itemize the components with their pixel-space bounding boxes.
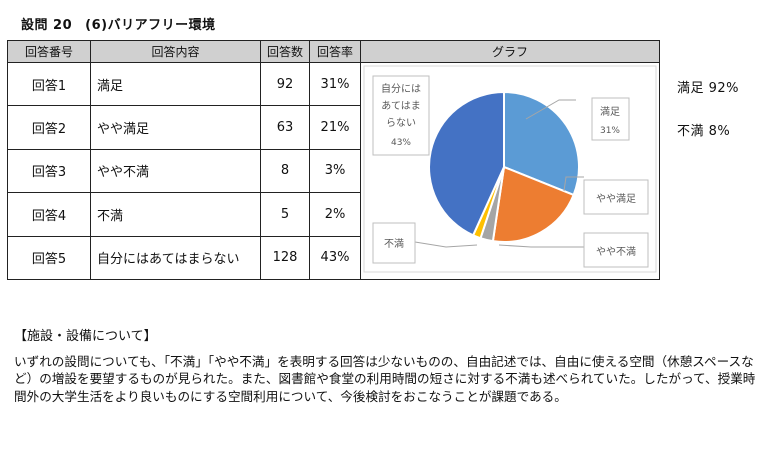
label-not-applicable: 自分には あてはま らない 43% [372,75,430,156]
answer-number: 回答5 [7,235,91,281]
leader-line-somewhat-satisfied [563,176,584,192]
header-graph: グラフ [360,40,660,63]
answer-count: 128 [260,235,310,281]
label-not-applicable-line1: 自分には [381,82,421,95]
results-table: 回答番号 回答内容 回答数 回答率 グラフ 回答1 満足 92 31% 自分には [7,40,660,281]
question-title: 設問 20 (6)バリアフリー環境 [21,14,216,33]
section-heading: 【施設・設備について】 [14,329,157,344]
pie-slice-somewhat-satisfied [491,165,575,243]
label-satisfied-name: 満足 [600,106,620,118]
label-satisfied-pct: 31% [600,126,620,136]
answer-number: 回答2 [7,105,91,150]
label-box-satisfied [591,97,630,141]
leader-line-dissatisfied [414,241,478,248]
question-number: 設問 20 [21,18,73,33]
table-row: 回答3 やや不満 8 3% [7,148,660,194]
label-dissatisfied-text: 不満 [384,238,404,250]
answer-number: 回答1 [7,61,91,107]
table-row: 回答1 満足 92 31% 自分には あてはま らない 43% [7,61,660,280]
label-somewhat-dissatisfied: やや不満 [583,232,649,268]
table-row: 回答2 やや満足 63 21% [7,105,660,150]
side-note-dissatisfied: 不満 8% [677,124,731,139]
pie-slice-satisfied [503,90,580,197]
label-somewhat-satisfied: やや満足 [583,179,649,215]
graph-cell: 自分には あてはま らない 43% 満足 31% やや満足 やや不満 [360,62,660,280]
answer-label: やや満足 [90,105,261,150]
answer-rate: 2% [309,192,361,237]
answer-count: 92 [260,61,310,107]
side-note-satisfied: 満足 92% [677,81,740,96]
table-header-row: 回答番号 回答内容 回答数 回答率 グラフ [7,40,660,63]
answer-rate: 43% [309,235,361,281]
label-not-applicable-pct: 43% [391,138,411,148]
answer-label: やや不満 [90,148,261,194]
commentary-paragraph: いずれの設問についても、「不満」「やや不満」を表明する回答は少ないものの、自由記… [14,354,756,404]
pie-chart: 自分には あてはま らない 43% 満足 31% やや満足 やや不満 [363,65,657,273]
header-answer-count: 回答数 [260,40,310,63]
answer-rate: 3% [309,148,361,194]
answer-number: 回答3 [7,148,91,194]
question-subtitle: (6)バリアフリー環境 [85,18,216,33]
answer-rate: 21% [309,105,361,150]
answer-label: 自分にはあてはまらない [90,235,261,281]
label-not-applicable-line3: らない [386,117,416,129]
label-box-somewhat-satisfied [583,179,649,215]
answer-rate: 31% [309,61,361,107]
header-answer-rate: 回答率 [309,40,361,63]
label-not-applicable-line2: あてはま [381,100,421,112]
answer-label: 満足 [90,61,261,107]
label-somewhat-satisfied-text: やや満足 [596,193,636,205]
answer-label: 不満 [90,192,261,237]
label-box-not-applicable [372,75,430,156]
leader-line-satisfied [525,99,576,120]
label-satisfied: 満足 31% [591,97,630,141]
table-row: 回答4 不満 5 2% [7,192,660,237]
header-answer-content: 回答内容 [90,40,261,63]
label-dissatisfied: 不満 [372,222,416,264]
label-somewhat-dissatisfied-text: やや不満 [596,246,636,258]
table-row: 回答5 自分にはあてはまらない 128 43% [7,235,660,281]
leader-line-somewhat-dissatisfied [498,244,584,248]
answer-count: 63 [260,105,310,150]
answer-number: 回答4 [7,192,91,237]
answer-count: 8 [260,148,310,194]
pie-slice-not-applicable [428,90,505,237]
header-answer-number: 回答番号 [7,40,91,63]
label-box-somewhat-dissatisfied [583,232,649,268]
answer-count: 5 [260,192,310,237]
label-box-dissatisfied [372,222,416,264]
